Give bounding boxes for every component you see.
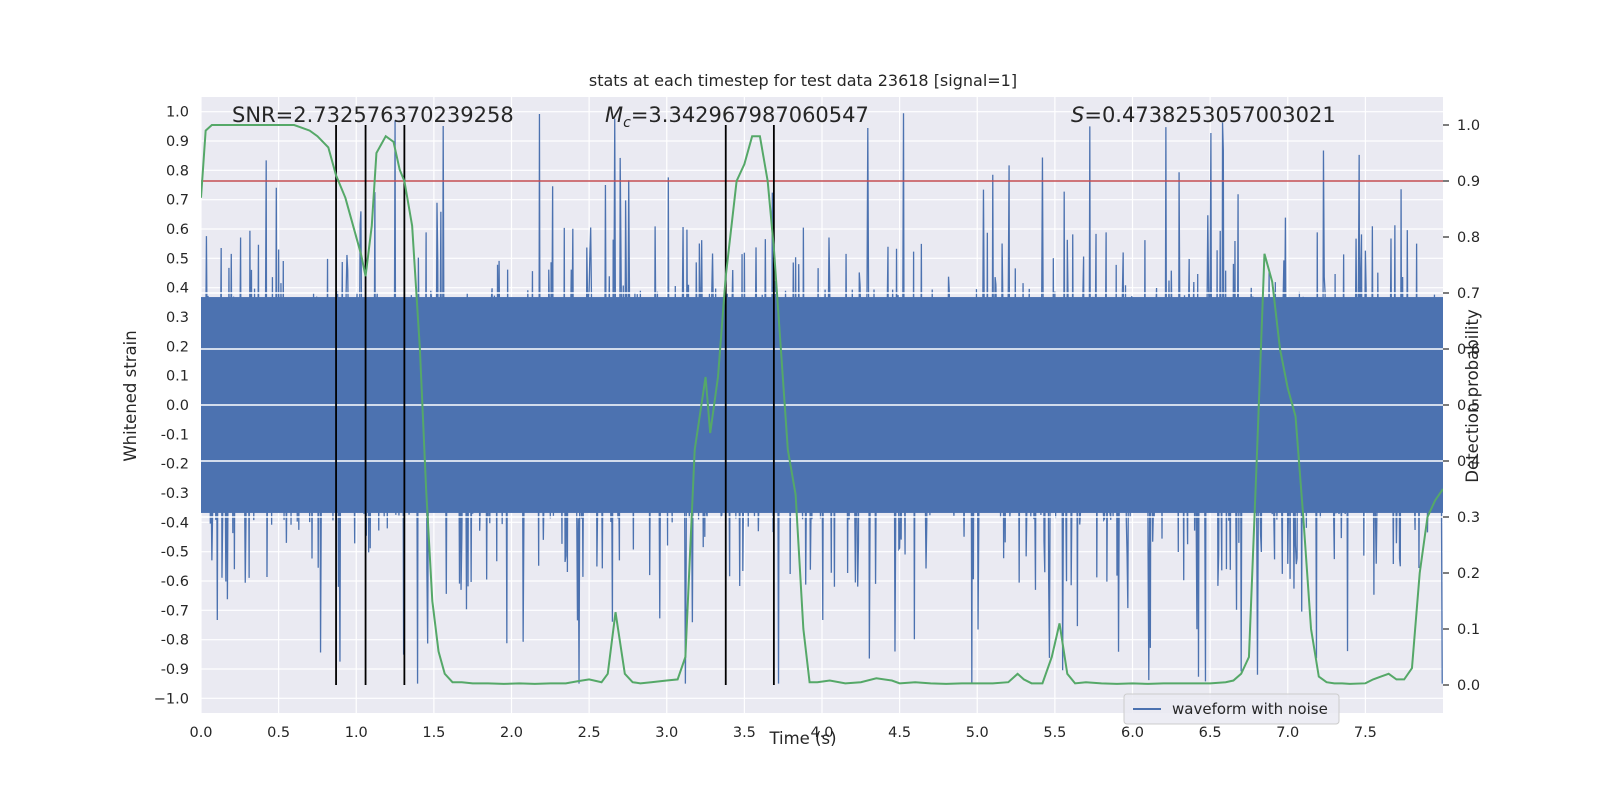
- y-tick-label-right: 0.3: [1457, 510, 1480, 526]
- chirp-mass-annotation: Mc=3.342967987060547: [605, 103, 869, 131]
- probability-line: [201, 124, 1443, 685]
- x-tick-label: 5.5: [1043, 725, 1066, 741]
- x-axis-ticks: 0.0 0.5 1.0 1.5 2.0 2.5 3.0 3.5 4.0 4.5 5.0 5.5 6.0 6…: [189, 725, 1376, 741]
- vertical-markers: [335, 125, 775, 685]
- x-axis-label: Time (s): [768, 729, 836, 748]
- legend-box: [1123, 693, 1340, 725]
- y-tick-label-right: 0.9: [1457, 174, 1480, 190]
- y-tick-label-left: 0.8: [166, 163, 189, 179]
- probability-series: [201, 124, 1443, 685]
- x-tick-label: 5.0: [966, 725, 989, 741]
- y-tick-label-right: 0.1: [1457, 622, 1480, 638]
- x-tick-label: 4.5: [888, 725, 911, 741]
- y-tick-label-right: 0.8: [1457, 230, 1480, 246]
- snr-annotation: SNR=2.732576370239258: [232, 103, 514, 127]
- y-tick-label-left: −1.0: [154, 691, 189, 707]
- y-tick-label-right: 0.7: [1457, 286, 1480, 302]
- y-axis-label-left: Whitened strain: [121, 330, 140, 461]
- y-tick-label-left: -0.3: [161, 486, 189, 502]
- y-tick-label-left: 0.0: [166, 398, 189, 414]
- chart-title: stats at each timestep for test data 236…: [589, 71, 1017, 90]
- s-symbol: S: [1071, 103, 1084, 127]
- y-tick-label-left: -0.8: [161, 633, 189, 649]
- x-tick-label: 4.0: [810, 725, 833, 741]
- x-tick-label: 6.0: [1121, 725, 1144, 741]
- y-tick-label-left: -0.6: [161, 574, 189, 590]
- y-tick-label-left: 0.5: [166, 251, 189, 267]
- left-axis-ticks: 1.0 0.9 0.8 0.7 0.6 0.5 0.4 0.3 0.2 0.1 0.0 -0.1 -0.…: [154, 105, 189, 708]
- y-tick-label-left: 0.7: [166, 193, 189, 209]
- y-tick-label-left: -0.4: [161, 515, 189, 531]
- x-tick-label: 3.0: [655, 725, 678, 741]
- white-overlay-lines: [201, 292, 1443, 518]
- y-tick-label-left: 0.6: [166, 222, 189, 238]
- chirp-mass-value: =3.342967987060547: [631, 103, 869, 127]
- y-tick-label-left: -0.9: [161, 662, 189, 678]
- x-tick-label: 2.0: [500, 725, 523, 741]
- s-annotation: S=0.4738253057003021: [1071, 103, 1336, 127]
- y-tick-label-left: -0.2: [161, 457, 189, 473]
- y-tick-label-left: 0.1: [166, 369, 189, 385]
- y-tick-label-left: 0.2: [166, 339, 189, 355]
- x-tick-label: 1.0: [345, 725, 368, 741]
- y-tick-label-right: 1.0: [1457, 118, 1480, 134]
- x-tick-label: 3.5: [733, 725, 756, 741]
- chirp-mass-symbol: M: [605, 103, 623, 127]
- y-tick-label-left: -0.7: [161, 603, 189, 619]
- x-tick-label: 7.0: [1276, 725, 1299, 741]
- s-value: =0.4738253057003021: [1084, 103, 1335, 127]
- legend: waveform with noise: [1123, 693, 1340, 725]
- y-tick-label-right: 0.0: [1457, 678, 1480, 694]
- x-tick-label: 1.5: [422, 725, 445, 741]
- y-tick-label-right: 0.2: [1457, 566, 1480, 582]
- y-tick-label-left: 0.9: [166, 134, 189, 150]
- x-tick-label: 2.5: [578, 725, 601, 741]
- y-tick-label-right: 0.5: [1457, 398, 1480, 414]
- x-tick-label: 6.5: [1199, 725, 1222, 741]
- y-tick-label-left: 0.4: [166, 281, 189, 297]
- chirp-mass-subscript: c: [623, 115, 631, 131]
- y-tick-label-left: -0.5: [161, 545, 189, 561]
- legend-label: waveform with noise: [1172, 700, 1328, 718]
- x-tick-label: 7.5: [1354, 725, 1377, 741]
- y-tick-label-left: -0.1: [161, 427, 189, 443]
- right-axis-ticks: 1.0 0.9 0.8 0.7 0.6 0.5 0.4 0.3 0.2 0.1 0.0: [1443, 118, 1480, 694]
- y-tick-label-left: 0.3: [166, 310, 189, 326]
- y-tick-label-right: 0.6: [1457, 342, 1480, 358]
- x-tick-label: 0.5: [267, 725, 290, 741]
- y-axis-label-right: Detection probability: [1463, 309, 1482, 483]
- y-tick-label-right: 0.4: [1457, 454, 1480, 470]
- y-tick-label-left: 1.0: [166, 105, 189, 121]
- x-tick-label: 0.0: [189, 725, 212, 741]
